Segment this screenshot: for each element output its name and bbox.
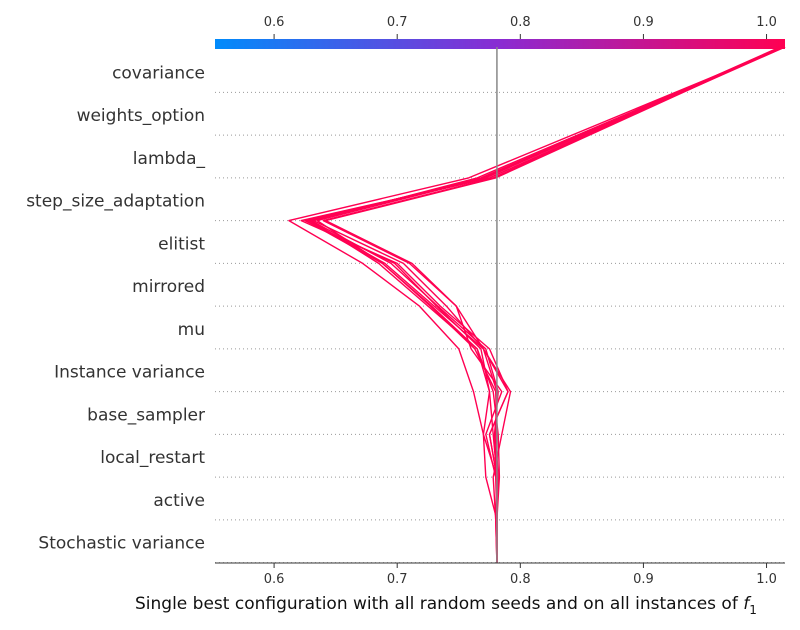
feature-label: elitist [158, 234, 205, 254]
feature-label: lambda_ [133, 149, 206, 169]
feature-label: weights_option [77, 106, 205, 126]
decision-line-8 [325, 46, 783, 564]
decision-line-6 [316, 46, 781, 564]
x-axis-title-text: Single best configuration with all rando… [135, 594, 739, 614]
decision-line-7 [322, 46, 782, 564]
decision-line-10 [310, 46, 785, 564]
feature-label: mirrored [132, 277, 205, 297]
decision-line-1 [310, 46, 786, 564]
top-x-tick-label: 1.0 [756, 15, 777, 30]
decision-line-4 [307, 46, 783, 564]
feature-label: Instance variance [54, 363, 205, 383]
feature-label: covariance [112, 63, 205, 83]
feature-label: step_size_adaptation [26, 192, 205, 212]
feature-label: local_restart [100, 448, 205, 468]
feature-label: mu [178, 320, 205, 340]
x-tick-label: 0.7 [387, 572, 408, 587]
decision-lines [288, 46, 786, 564]
x-tick-label: 0.8 [510, 572, 531, 587]
top-x-tick-label: 0.9 [633, 15, 654, 30]
feature-gridlines [215, 91, 785, 564]
x-axis-title-symbol: f [743, 594, 752, 614]
colorbar [215, 39, 785, 49]
top-x-tick-label: 0.8 [510, 15, 531, 30]
x-axis-title: Single best configuration with all rando… [135, 594, 757, 617]
x-tick-label: 1.0 [756, 572, 777, 587]
decision-line-11 [305, 46, 782, 564]
bottom-axis: 0.6 0.7 0.8 0.9 1.0 [215, 562, 785, 587]
decision-line-2 [300, 46, 782, 564]
feature-label: active [153, 491, 205, 511]
feature-labels: covariance weights_option lambda_ step_size… [26, 63, 205, 553]
x-axis-title-subscript: 1 [749, 603, 757, 617]
top-axis: 0.6 0.7 0.8 0.9 1.0 [264, 15, 777, 39]
decision-line-5 [304, 46, 786, 564]
top-x-tick-label: 0.7 [387, 15, 408, 30]
feature-label: base_sampler [87, 405, 205, 425]
decision-line-3 [312, 46, 785, 564]
top-x-tick-label: 0.6 [264, 15, 285, 30]
x-tick-label: 0.9 [633, 572, 654, 587]
feature-label: Stochastic variance [38, 534, 205, 554]
decision-line-9 [288, 46, 786, 564]
x-tick-label: 0.6 [264, 572, 285, 587]
